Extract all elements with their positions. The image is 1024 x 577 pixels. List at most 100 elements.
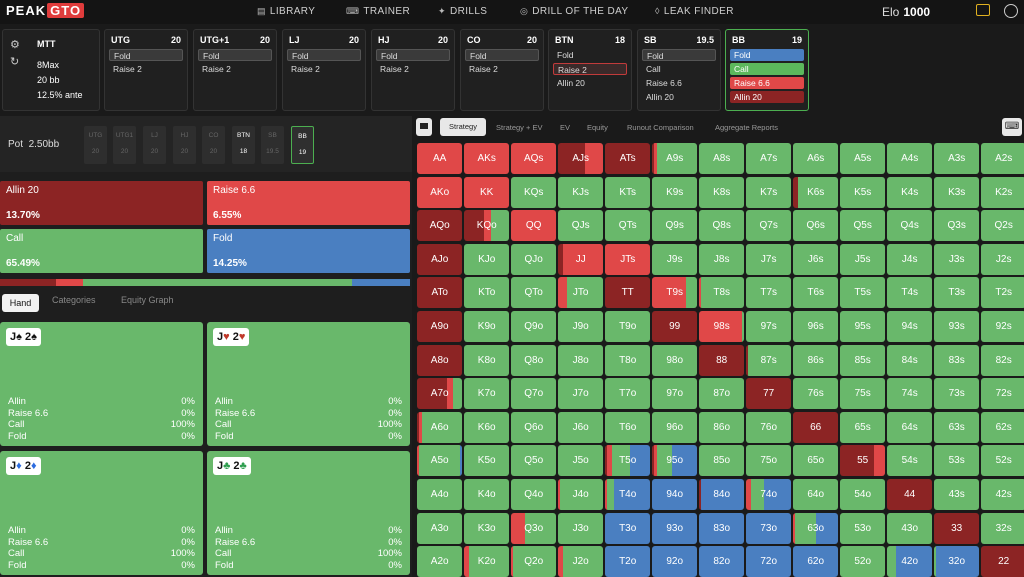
hand-cell-QJs[interactable]: QJs xyxy=(558,210,604,242)
stack-box-lj[interactable]: LJ 20 xyxy=(143,126,166,164)
stack-box-utg1[interactable]: UTG1 20 xyxy=(113,126,136,164)
combo-card-hearts[interactable]: J♥ 2♥ Allin 0% Raise 6.6 0% Call 100% Fold 0… xyxy=(207,322,410,446)
hand-cell-76s[interactable]: 76s xyxy=(793,378,839,410)
action-fold[interactable]: Fold xyxy=(376,49,450,61)
hand-cell-22[interactable]: 22 xyxy=(981,546,1024,577)
hand-cell-T7s[interactable]: T7s xyxy=(746,277,792,309)
hand-cell-95s[interactable]: 95s xyxy=(840,311,886,342)
hand-cell-62o[interactable]: 62o xyxy=(793,546,839,577)
hand-cell-A5o[interactable]: A5o xyxy=(417,445,463,477)
hand-cell-K5s[interactable]: K5s xyxy=(840,176,886,208)
action-raise[interactable]: Raise 2 xyxy=(469,64,498,74)
hand-cell-A5s[interactable]: A5s xyxy=(840,143,886,174)
action-raise[interactable]: Raise 2 xyxy=(553,63,627,75)
action-fold[interactable]: Fold xyxy=(557,50,574,60)
stack-box-co[interactable]: CO 20 xyxy=(202,126,225,164)
hand-cell-TT[interactable]: TT xyxy=(605,277,651,309)
nav-library[interactable]: ▤ LIBRARY xyxy=(257,6,316,17)
action-raise[interactable]: Raise 2 xyxy=(380,64,409,74)
hand-cell-K4s[interactable]: K4s xyxy=(887,176,933,208)
hand-cell-Q8o[interactable]: Q8o xyxy=(511,344,557,376)
hand-cell-86s[interactable]: 86s xyxy=(793,344,839,376)
summary-allin[interactable]: Allin 20 13.70% xyxy=(0,181,203,225)
hand-cell-K2s[interactable]: K2s xyxy=(981,176,1024,208)
hand-cell-Q2s[interactable]: Q2s xyxy=(981,210,1024,242)
hand-cell-A8s[interactable]: A8s xyxy=(699,143,745,174)
action-fold[interactable]: Fold xyxy=(287,49,361,61)
tab-hand[interactable]: Hand xyxy=(2,294,39,312)
hand-cell-Q3s[interactable]: Q3s xyxy=(934,210,980,242)
hand-cell-A4s[interactable]: A4s xyxy=(887,143,933,174)
stack-box-sb[interactable]: SB 19.5 xyxy=(261,126,284,164)
hand-cell-QQ[interactable]: QQ xyxy=(511,210,557,242)
hand-cell-32s[interactable]: 32s xyxy=(981,512,1024,544)
hand-cell-KJs[interactable]: KJs xyxy=(558,176,604,208)
hand-cell-77[interactable]: 77 xyxy=(746,378,792,410)
hand-cell-T5o[interactable]: T5o xyxy=(605,445,651,477)
hand-cell-66[interactable]: 66 xyxy=(793,411,839,443)
hand-cell-QTs[interactable]: QTs xyxy=(605,210,651,242)
hand-cell-88[interactable]: 88 xyxy=(699,344,745,376)
gear-icon[interactable]: ⚙ xyxy=(10,39,20,51)
hand-cell-A2s[interactable]: A2s xyxy=(981,143,1024,174)
tab-strategy-ev[interactable]: Strategy + EV xyxy=(496,123,543,132)
hand-cell-J8s[interactable]: J8s xyxy=(699,243,745,275)
hand-cell-K5o[interactable]: K5o xyxy=(464,445,510,477)
hand-cell-KTo[interactable]: KTo xyxy=(464,277,510,309)
action-raise[interactable]: Raise 6.6 xyxy=(646,78,682,88)
hand-cell-74s[interactable]: 74s xyxy=(887,378,933,410)
stack-box-btn[interactable]: BTN 18 xyxy=(232,126,255,164)
hand-cell-75o[interactable]: 75o xyxy=(746,445,792,477)
tab-aggregate-reports[interactable]: Aggregate Reports xyxy=(715,123,778,132)
hand-cell-64s[interactable]: 64s xyxy=(887,411,933,443)
tab-categories[interactable]: Categories xyxy=(52,295,96,305)
hand-cell-J6o[interactable]: J6o xyxy=(558,411,604,443)
hand-cell-74o[interactable]: 74o xyxy=(746,479,792,510)
hand-cell-J9s[interactable]: J9s xyxy=(652,243,698,275)
hand-cell-Q7s[interactable]: Q7s xyxy=(746,210,792,242)
hand-cell-54o[interactable]: 54o xyxy=(840,479,886,510)
hand-cell-K9s[interactable]: K9s xyxy=(652,176,698,208)
hand-cell-A3o[interactable]: A3o xyxy=(417,512,463,544)
hand-cell-J9o[interactable]: J9o xyxy=(558,311,604,342)
hand-cell-52s[interactable]: 52s xyxy=(981,445,1024,477)
hand-cell-A9o[interactable]: A9o xyxy=(417,311,463,342)
hand-cell-94s[interactable]: 94s xyxy=(887,311,933,342)
hand-cell-A6o[interactable]: A6o xyxy=(417,411,463,443)
hand-cell-75s[interactable]: 75s xyxy=(840,378,886,410)
position-card-utg1[interactable]: UTG+1 20 Fold Raise 2 xyxy=(193,29,277,111)
hand-cell-97s[interactable]: 97s xyxy=(746,311,792,342)
hand-cell-K3s[interactable]: K3s xyxy=(934,176,980,208)
summary-call[interactable]: Call 65.49% xyxy=(0,229,203,273)
hand-cell-T5s[interactable]: T5s xyxy=(840,277,886,309)
action-fold[interactable]: Fold xyxy=(465,49,539,61)
hand-cell-Q8s[interactable]: Q8s xyxy=(699,210,745,242)
hand-cell-42s[interactable]: 42s xyxy=(981,479,1024,510)
hand-cell-JTs[interactable]: JTs xyxy=(605,243,651,275)
hand-cell-A6s[interactable]: A6s xyxy=(793,143,839,174)
hand-cell-54s[interactable]: 54s xyxy=(887,445,933,477)
hand-cell-QJo[interactable]: QJo xyxy=(511,243,557,275)
hand-cell-J6s[interactable]: J6s xyxy=(793,243,839,275)
hand-cell-T4o[interactable]: T4o xyxy=(605,479,651,510)
combo-card-clubs[interactable]: J♣ 2♣ Allin 0% Raise 6.6 0% Call 100% Fold 0… xyxy=(207,451,410,575)
hand-cell-43o[interactable]: 43o xyxy=(887,512,933,544)
hand-cell-42o[interactable]: 42o xyxy=(887,546,933,577)
hand-cell-A8o[interactable]: A8o xyxy=(417,344,463,376)
hand-cell-A7s[interactable]: A7s xyxy=(746,143,792,174)
hand-cell-86o[interactable]: 86o xyxy=(699,411,745,443)
hand-cell-AQs[interactable]: AQs xyxy=(511,143,557,174)
hand-cell-J3s[interactable]: J3s xyxy=(934,243,980,275)
hand-cell-Q4s[interactable]: Q4s xyxy=(887,210,933,242)
action-call[interactable]: Call xyxy=(646,64,661,74)
hand-cell-84o[interactable]: 84o xyxy=(699,479,745,510)
hand-cell-T6o[interactable]: T6o xyxy=(605,411,651,443)
hand-cell-72o[interactable]: 72o xyxy=(746,546,792,577)
hand-cell-99[interactable]: 99 xyxy=(652,311,698,342)
hand-cell-87s[interactable]: 87s xyxy=(746,344,792,376)
hand-cell-T3o[interactable]: T3o xyxy=(605,512,651,544)
hand-cell-65s[interactable]: 65s xyxy=(840,411,886,443)
hand-cell-K7s[interactable]: K7s xyxy=(746,176,792,208)
hand-cell-72s[interactable]: 72s xyxy=(981,378,1024,410)
gamepad-icon[interactable]: ⌨ xyxy=(1002,118,1022,136)
